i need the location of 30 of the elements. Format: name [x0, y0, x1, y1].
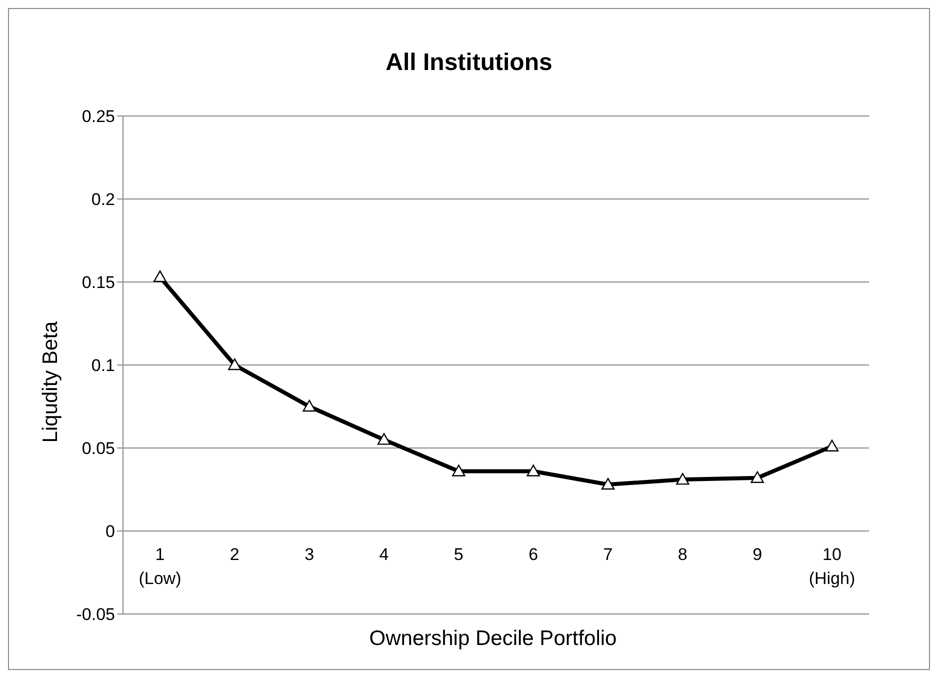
x-tick-label: 10 (High)	[808, 545, 856, 588]
point	[526, 464, 540, 476]
y-tick-label: 0.15	[82, 273, 115, 292]
chart-title: All Institutions	[384, 49, 554, 77]
point	[153, 270, 167, 282]
point	[452, 464, 466, 476]
y-axis-title: Liqudity Beta	[39, 321, 63, 443]
y-tick-label: 0	[106, 522, 115, 542]
x-tick-label: 7	[603, 545, 613, 564]
y-tick-label: 0.1	[91, 356, 115, 376]
x-tick-label: 9	[752, 545, 762, 564]
point	[750, 471, 764, 483]
x-tick-label: 4	[379, 545, 389, 564]
y-tick-label: 0.05	[82, 439, 115, 458]
point	[302, 400, 316, 412]
x-tick-label: 3	[304, 545, 314, 564]
x-axis-title: Ownership Decile Portfolio	[368, 627, 618, 651]
y-tick-label: -0.05	[76, 605, 115, 624]
point	[228, 358, 242, 370]
y-tick-label: 0.25	[82, 107, 115, 126]
point	[377, 433, 391, 445]
x-tick-label: 2	[230, 545, 240, 564]
x-tick-label: 5	[454, 545, 464, 564]
point	[676, 472, 690, 485]
point	[825, 440, 839, 452]
x-tick-label: 6	[528, 545, 538, 564]
point	[601, 478, 615, 490]
x-tick-label: 8	[678, 545, 688, 564]
y-tick-label: 0.2	[91, 190, 115, 210]
x-tick-label: 1 (Low)	[138, 545, 182, 588]
